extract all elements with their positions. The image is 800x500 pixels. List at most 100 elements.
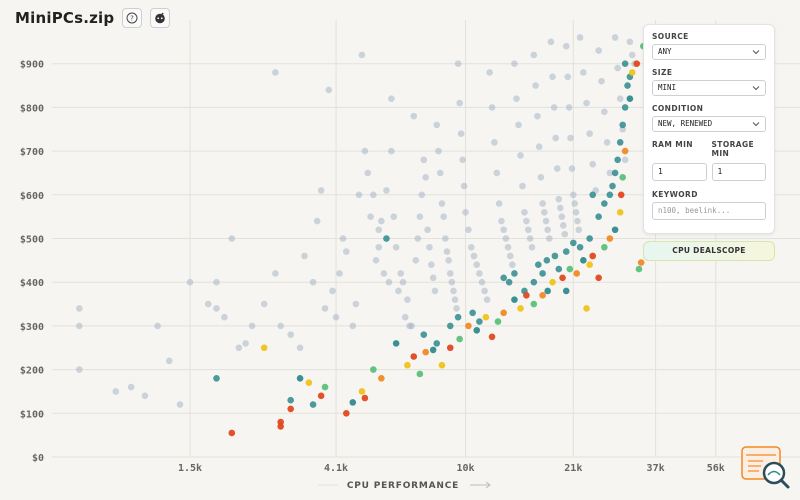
chevron-down-icon: [752, 50, 760, 55]
reddit-icon[interactable]: [150, 8, 171, 28]
data-point: [422, 348, 429, 356]
data-point: [76, 366, 83, 373]
x-tick-label: 1.5k: [178, 463, 202, 474]
data-point: [534, 112, 541, 120]
data-point: [606, 169, 614, 177]
data-point: [367, 213, 374, 220]
source-select[interactable]: ANY: [652, 44, 766, 60]
size-label: SIZE: [652, 68, 673, 77]
x-tick-label: 4.1k: [324, 463, 348, 474]
data-point: [355, 191, 363, 199]
data-point: [248, 322, 256, 330]
data-point: [343, 248, 350, 255]
data-point: [404, 361, 411, 369]
data-point: [446, 322, 454, 330]
data-point: [517, 152, 524, 159]
data-point: [598, 77, 605, 85]
y-tick-label: $900: [20, 60, 44, 71]
data-point: [601, 200, 608, 207]
storage-min-label: STORAGE MIN: [711, 140, 755, 158]
data-point: [416, 370, 424, 378]
data-point: [574, 217, 581, 225]
data-point: [213, 375, 220, 382]
chart-points: [76, 34, 678, 437]
keyword-input[interactable]: n100, beelink...: [652, 202, 766, 220]
data-point: [555, 265, 563, 273]
cpu-dealscope-button[interactable]: CPU DEALSCOPE: [643, 241, 775, 261]
data-point: [213, 305, 220, 312]
help-circle-icon[interactable]: ?: [122, 8, 143, 28]
data-point: [551, 252, 559, 260]
chart-grid: [52, 20, 800, 458]
data-point: [186, 278, 194, 286]
data-point: [76, 322, 83, 330]
data-point: [566, 265, 574, 273]
data-point: [523, 217, 530, 225]
data-point: [543, 257, 551, 264]
data-point: [589, 191, 597, 199]
data-point: [476, 270, 483, 277]
data-point: [546, 235, 553, 242]
data-point: [309, 401, 317, 408]
data-point: [509, 261, 516, 269]
data-point: [609, 182, 616, 190]
data-point: [358, 51, 366, 59]
data-point: [445, 257, 452, 264]
ram-min-input[interactable]: 1: [652, 163, 707, 181]
data-point: [555, 195, 563, 203]
data-point: [383, 187, 390, 194]
size-select[interactable]: MINI: [652, 80, 766, 96]
data-point: [560, 222, 567, 229]
data-point: [535, 143, 543, 151]
data-point: [539, 270, 546, 277]
ram-storage-row: RAM MIN 1 STORAGE MIN 1: [652, 140, 766, 181]
data-point: [352, 300, 360, 308]
data-point: [260, 300, 268, 308]
data-point: [399, 278, 407, 286]
data-point: [482, 313, 490, 321]
data-point: [375, 226, 383, 234]
data-point: [565, 104, 573, 111]
data-point: [339, 235, 347, 242]
data-point: [575, 226, 583, 234]
svg-text:?: ?: [130, 15, 134, 23]
data-point: [431, 287, 439, 295]
x-axis-arrow: [470, 481, 491, 489]
x-axis-label: CPU PERFORMANCE: [347, 481, 459, 491]
data-point: [544, 226, 551, 234]
data-point: [429, 346, 437, 354]
data-point: [277, 322, 284, 330]
data-point: [478, 278, 486, 286]
data-point: [329, 287, 336, 295]
chevron-down-icon: [752, 122, 760, 127]
data-point: [619, 174, 626, 181]
data-point: [621, 104, 629, 111]
data-point: [476, 318, 483, 325]
data-point: [500, 274, 507, 282]
source-label: SOURCE: [652, 32, 689, 41]
data-point: [76, 305, 83, 312]
data-point: [528, 243, 536, 251]
data-point: [454, 60, 462, 67]
data-point: [572, 208, 580, 216]
condition-value: NEW, RENEWED: [658, 119, 713, 128]
data-point: [154, 322, 161, 330]
data-point: [491, 139, 498, 146]
data-point: [317, 187, 325, 194]
data-point: [221, 313, 228, 321]
data-point: [204, 300, 212, 308]
data-point: [176, 401, 184, 408]
data-point: [486, 69, 493, 76]
search-chart-logo-icon[interactable]: [741, 446, 791, 490]
data-point: [296, 344, 304, 352]
data-point: [364, 169, 372, 177]
data-point: [513, 95, 520, 102]
data-point: [410, 353, 418, 360]
storage-min-input[interactable]: 1: [711, 163, 766, 181]
data-point: [628, 51, 636, 59]
data-point: [383, 235, 390, 242]
data-point: [521, 208, 528, 216]
data-point: [435, 147, 442, 155]
condition-select[interactable]: NEW, RENEWED: [652, 116, 766, 132]
